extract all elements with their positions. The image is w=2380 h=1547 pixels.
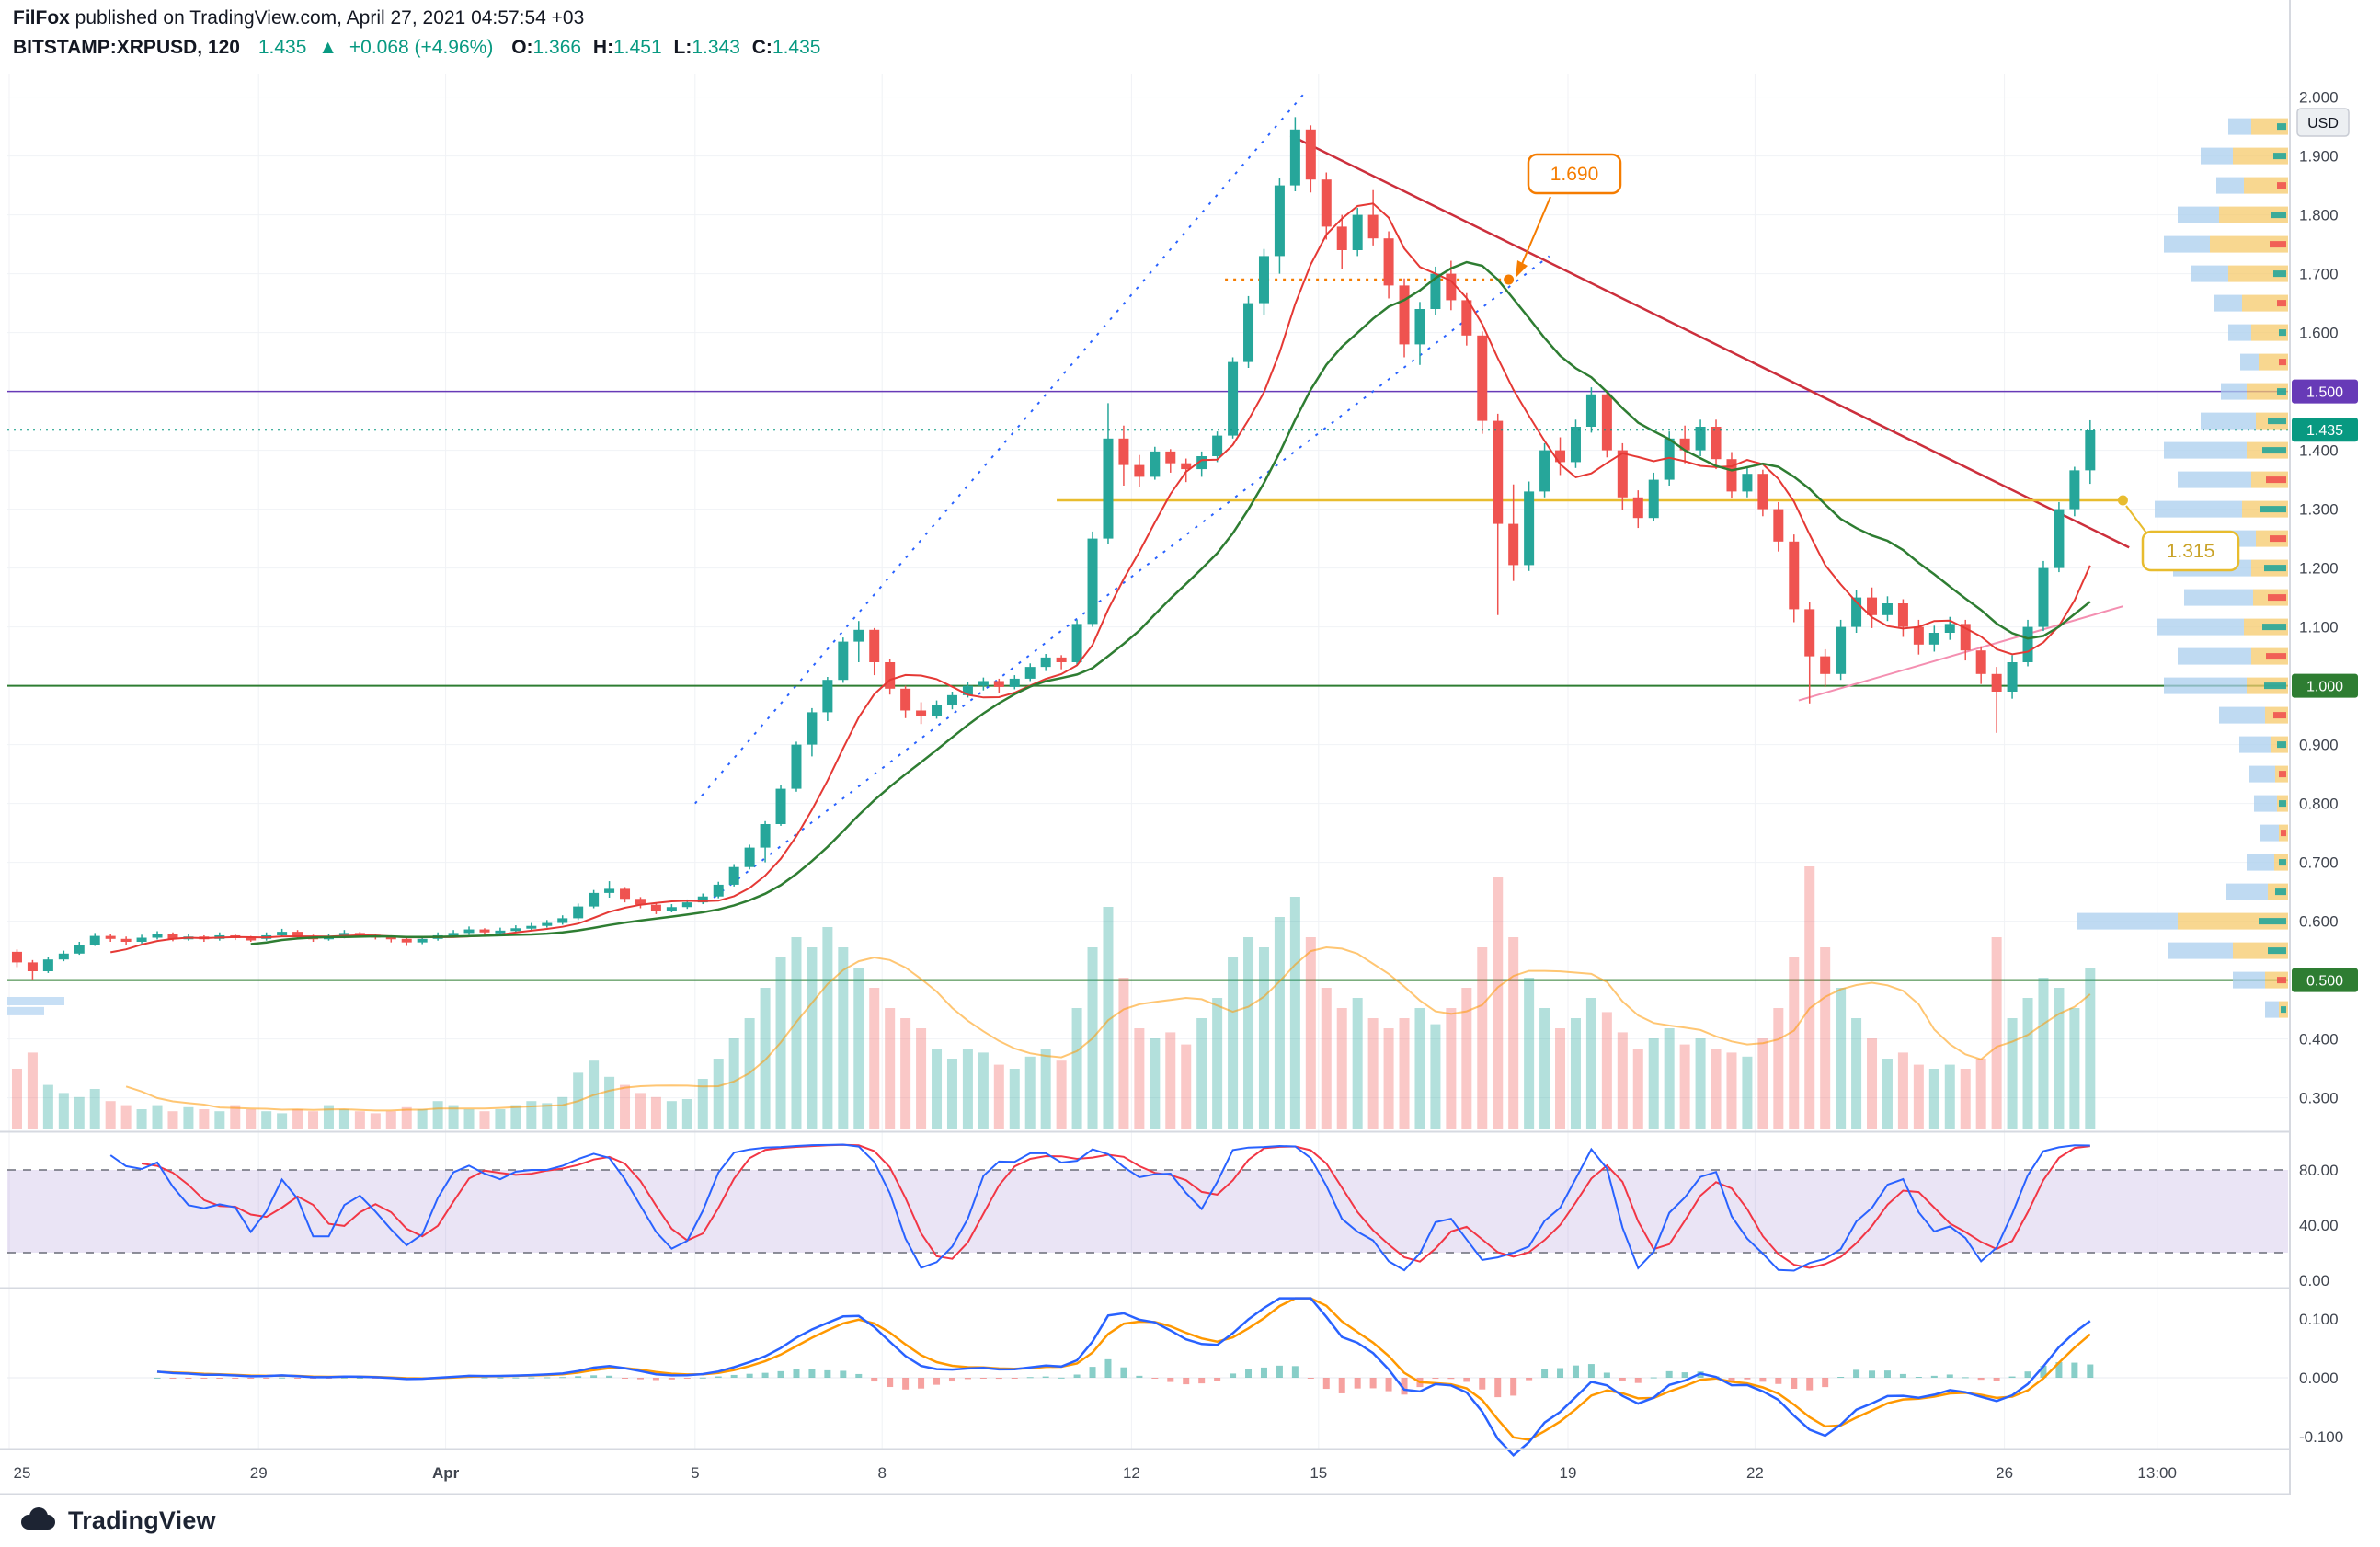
price-badge-0.500 [2292, 968, 2358, 992]
svg-text:1.600: 1.600 [2299, 325, 2339, 342]
svg-text:1.000: 1.000 [2306, 680, 2343, 695]
ascending-support-pink[interactable] [1798, 605, 2123, 702]
svg-text:40.00: 40.00 [2299, 1217, 2339, 1234]
svg-text:0.400: 0.400 [2299, 1031, 2339, 1049]
svg-text:8: 8 [877, 1464, 886, 1482]
close-value: 1.435 [772, 37, 821, 58]
open-value: 1.366 [532, 37, 582, 58]
stoch-d-line [141, 1143, 2090, 1269]
footer-bar: TradingView [0, 1495, 2380, 1547]
price-badge-1.500 [2292, 379, 2358, 404]
channel-lower[interactable] [713, 255, 1550, 899]
svg-text:0.800: 0.800 [2299, 796, 2339, 813]
descending-resistance[interactable] [1289, 134, 2130, 549]
svg-text:0.00: 0.00 [2299, 1272, 2329, 1289]
svg-text:1.300: 1.300 [2299, 501, 2339, 519]
price-badge-1.000 [2292, 673, 2358, 698]
price-badge-current [2292, 418, 2358, 442]
horizontal-levels[interactable] [7, 390, 2288, 981]
svg-text:22: 22 [1746, 1464, 1764, 1482]
svg-text:1.900: 1.900 [2299, 148, 2339, 166]
svg-text:15: 15 [1310, 1464, 1327, 1482]
pane-separators [0, 1130, 2380, 1495]
stoch-pane[interactable] [7, 1143, 2288, 1272]
last-price: 1.435 [257, 37, 307, 58]
left-profile-bar [7, 1006, 44, 1015]
published-note: published on TradingView.com, April 27, … [69, 7, 585, 29]
svg-text:29: 29 [250, 1464, 268, 1482]
svg-text:25: 25 [14, 1464, 31, 1482]
svg-text:1.200: 1.200 [2299, 560, 2339, 578]
svg-text:-0.100: -0.100 [2299, 1428, 2343, 1446]
svg-text:1.700: 1.700 [2299, 266, 2339, 283]
volume-layer [11, 866, 2096, 1129]
svg-text:1.400: 1.400 [2299, 442, 2339, 460]
svg-text:1.500: 1.500 [2306, 385, 2343, 401]
svg-text:19: 19 [1560, 1464, 1577, 1482]
stoch-k-line [109, 1143, 2090, 1272]
svg-text:1.100: 1.100 [2299, 619, 2339, 636]
callout-1315[interactable] [2141, 530, 2240, 572]
candles-layer[interactable] [11, 117, 2096, 980]
author-name: FilFox [13, 7, 70, 29]
change-arrow-icon: ▲ [318, 37, 338, 58]
svg-text:0.600: 0.600 [2299, 913, 2339, 931]
svg-text:13:00: 13:00 [2137, 1464, 2177, 1482]
svg-text:1.800: 1.800 [2299, 207, 2339, 224]
symbol-title[interactable]: BITSTAMP:XRPUSD, 120 [13, 37, 240, 58]
time-axis[interactable]: 25 29 Apr 5 8 12 15 19 22 26 13:00 [14, 1464, 2177, 1482]
svg-text:5: 5 [691, 1464, 699, 1482]
svg-text:1.315: 1.315 [2167, 541, 2215, 562]
slow-ma-line[interactable] [250, 260, 2091, 945]
volume-profile [7, 118, 2288, 1018]
tradingview-logo-icon[interactable] [17, 1505, 59, 1537]
macd-line [156, 1297, 2091, 1458]
left-profile-bar [7, 997, 64, 1005]
chart-canvas[interactable]: 1.690 1.315 2.000 1.900 1.800 1.700 1.600 1.500… [0, 0, 2380, 1495]
open-label: O: [511, 37, 533, 58]
high-value: 1.451 [613, 37, 662, 58]
low-value: 1.343 [692, 37, 740, 58]
svg-text:1.435: 1.435 [2306, 423, 2343, 439]
callout-1690[interactable] [1527, 153, 1622, 195]
svg-text:0.100: 0.100 [2299, 1311, 2339, 1328]
volume-ma-line [125, 945, 2091, 1112]
macd-pane[interactable] [7, 1297, 2288, 1458]
chart-header: FilFox published on TradingView.com, Apr… [13, 7, 820, 59]
svg-text:2.000: 2.000 [2299, 89, 2339, 107]
svg-text:0.000: 0.000 [2299, 1369, 2339, 1387]
svg-text:26: 26 [1996, 1464, 2013, 1482]
low-label: L: [673, 37, 692, 58]
tradingview-brand[interactable]: TradingView [68, 1507, 216, 1534]
svg-text:0.300: 0.300 [2299, 1090, 2339, 1107]
grid-lines [7, 74, 2288, 1450]
svg-text:Apr: Apr [432, 1464, 460, 1482]
close-label: C: [751, 37, 772, 58]
svg-text:80.00: 80.00 [2299, 1162, 2339, 1179]
svg-text:12: 12 [1123, 1464, 1140, 1482]
svg-text:1.690: 1.690 [1550, 164, 1599, 185]
symbol-row: BITSTAMP:XRPUSD, 120 1.435 ▲ +0.068 (+4.… [13, 37, 820, 59]
high-label: H: [592, 37, 614, 58]
resistance-1690-dot [1504, 274, 1515, 285]
currency-label[interactable] [2296, 108, 2350, 137]
svg-text:0.700: 0.700 [2299, 854, 2339, 872]
price-axis[interactable]: 2.000 1.900 1.800 1.700 1.600 1.500 1.400 1.300… [2289, 0, 2380, 1495]
drawings-layer[interactable] [694, 90, 2130, 899]
svg-text:USD: USD [2307, 116, 2339, 132]
support-1315-dot [2117, 495, 2128, 506]
callouts[interactable]: 1.690 1.315 [1516, 153, 2240, 572]
change-value: +0.068 (+4.96%) [349, 37, 494, 58]
svg-text:0.900: 0.900 [2299, 737, 2339, 754]
svg-text:0.500: 0.500 [2306, 974, 2343, 990]
byline: FilFox published on TradingView.com, Apr… [13, 7, 820, 29]
